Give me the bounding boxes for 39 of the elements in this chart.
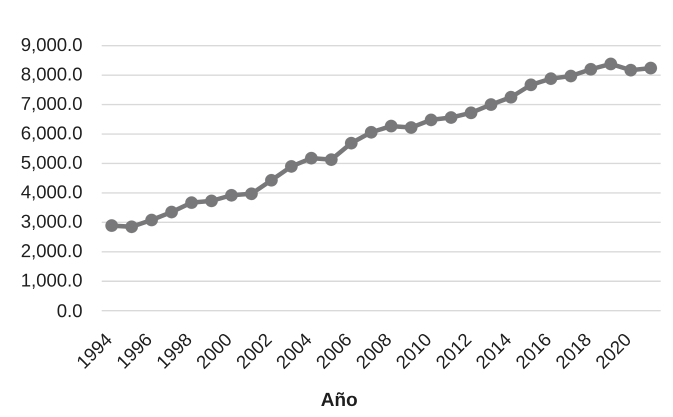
point (145, 214, 158, 226)
point (484, 98, 498, 111)
y-tick-label: 6,000.0 (22, 126, 82, 142)
y-tick-label: 5,000.0 (22, 156, 82, 172)
point (125, 220, 138, 234)
point (225, 188, 238, 202)
point (524, 78, 538, 92)
point (245, 187, 258, 200)
x-axis-title: Año (321, 392, 357, 406)
y-tick-label: 0.0 (58, 304, 82, 318)
point (644, 62, 658, 74)
y-tick-label: 2,000.0 (22, 244, 82, 260)
point (564, 70, 578, 82)
point (444, 111, 458, 124)
point (185, 196, 198, 209)
point (464, 106, 478, 120)
y-tick-label: 4,000.0 (21, 185, 82, 201)
point (364, 126, 378, 139)
point (504, 90, 518, 104)
point (344, 136, 358, 150)
point (304, 152, 318, 165)
y-tick-label: 1,000.0 (22, 274, 82, 289)
point (384, 120, 398, 132)
point (265, 174, 278, 187)
point (404, 121, 418, 134)
point (624, 64, 638, 76)
point (544, 72, 558, 86)
y-tick-label: 8,000.0 (22, 68, 82, 83)
point (604, 58, 618, 70)
point (324, 153, 338, 166)
point (205, 194, 218, 208)
point (105, 219, 118, 232)
point (584, 62, 598, 76)
y-tick-label: 7,000.0 (22, 96, 82, 112)
y-tick-label: 9,000.0 (22, 38, 82, 54)
point (285, 160, 298, 173)
point (165, 206, 178, 218)
y-tick-label: 3,000.0 (21, 214, 82, 230)
point (424, 114, 438, 126)
